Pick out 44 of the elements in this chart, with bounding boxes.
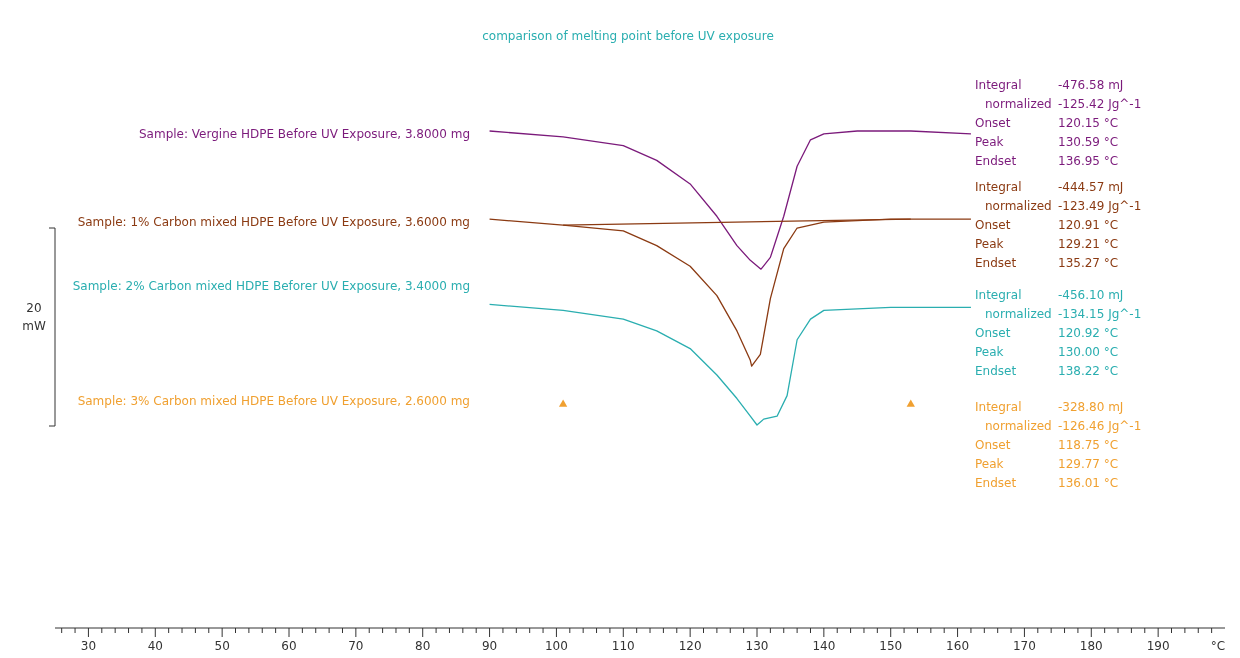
text: 20 mW bbox=[22, 301, 46, 333]
x-tick-label: 100 bbox=[544, 639, 568, 653]
x-tick-label: 180 bbox=[1079, 639, 1103, 653]
x-axis-title: °C bbox=[1210, 639, 1226, 653]
x-tick-label: 140 bbox=[812, 639, 836, 653]
text: Peak 130.00 °C bbox=[975, 345, 1119, 359]
x-tick-label: 30 bbox=[80, 639, 97, 653]
series-label: Sample: 1% Carbon mixed HDPE Before UV Exposure, 3.6000 mg bbox=[77, 215, 470, 229]
x-tick-label: 150 bbox=[879, 639, 903, 653]
text: Onset 120.15 °C bbox=[975, 116, 1119, 130]
x-tick-label: 70 bbox=[348, 639, 364, 653]
text: Endset 136.01 °C bbox=[975, 476, 1119, 490]
text: Peak 129.21 °C bbox=[975, 237, 1119, 251]
x-tick-label: 90 bbox=[481, 639, 498, 653]
text: Integral -456.10 mJ bbox=[975, 288, 1124, 302]
text: normalized -125.42 Jg^-1 bbox=[985, 97, 1142, 111]
x-tick-label: 80 bbox=[415, 639, 431, 653]
text: Sample: 3% Carbon mixed HDPE Before UV Exposure, 2.6000 mg bbox=[77, 394, 470, 408]
x-tick-label: 40 bbox=[147, 639, 163, 653]
text: Onset 120.92 °C bbox=[975, 326, 1119, 340]
text: Endset 138.22 °C bbox=[975, 364, 1119, 378]
text: Endset 135.27 °C bbox=[975, 256, 1119, 270]
x-tick-label: 160 bbox=[946, 639, 970, 653]
x-tick-label: 110 bbox=[611, 639, 635, 653]
text: Integral -328.80 mJ bbox=[975, 400, 1124, 414]
x-tick-label: 120 bbox=[678, 639, 702, 653]
annotation: normalized -123.49 Jg^-1 bbox=[985, 199, 1142, 213]
text: Onset 120.91 °C bbox=[975, 218, 1119, 232]
text: Onset 118.75 °C bbox=[975, 438, 1119, 452]
text: Peak 129.77 °C bbox=[975, 457, 1119, 471]
annotation: normalized -134.15 Jg^-1 bbox=[985, 307, 1142, 321]
x-tick-label: 50 bbox=[214, 639, 230, 653]
annotation: normalized -126.46 Jg^-1 bbox=[985, 419, 1142, 433]
text: Peak 130.59 °C bbox=[975, 135, 1119, 149]
x-tick-label: 130 bbox=[745, 639, 769, 653]
series-label: Sample: Vergine HDPE Before UV Exposure, 3.8000 mg bbox=[138, 127, 470, 141]
text: Integral -444.57 mJ bbox=[975, 180, 1124, 194]
x-tick-label: 60 bbox=[281, 639, 297, 653]
text: Endset 136.95 °C bbox=[975, 154, 1119, 168]
text: Integral -476.58 mJ bbox=[975, 78, 1124, 92]
series-label: Sample: 2% Carbon mixed HDPE Beforer UV Exposure, 3.4000 mg bbox=[72, 279, 470, 293]
x-tick-label: 190 bbox=[1146, 639, 1170, 653]
x-tick-label: 170 bbox=[1012, 639, 1036, 653]
chart-title: comparison of melting point before UV exposure bbox=[482, 29, 774, 43]
